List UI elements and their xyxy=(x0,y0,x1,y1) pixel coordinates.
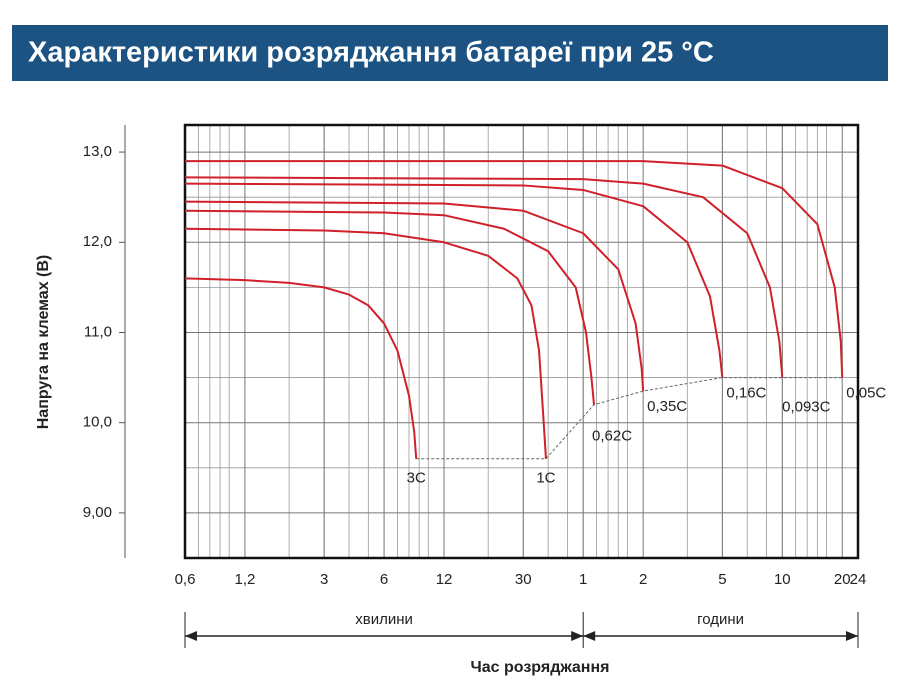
x-tick-label: 1 xyxy=(579,571,587,588)
series-label: 1C xyxy=(536,470,555,487)
series-label: 0,35C xyxy=(647,398,687,415)
x-tick-label: 0,6 xyxy=(175,571,196,588)
hours-label: години xyxy=(697,611,744,628)
minutes-label: хвилини xyxy=(355,611,413,628)
title-band xyxy=(12,25,888,81)
chart-title: Характеристики розряджання батареї при 2… xyxy=(28,37,714,69)
series-line xyxy=(184,277,418,459)
series-line xyxy=(184,200,645,392)
series-label: 0,62C xyxy=(592,428,632,445)
y-tick-label: 9,00 xyxy=(83,504,112,521)
series-line xyxy=(184,176,784,378)
x-axis-label: Час розряджання xyxy=(471,659,610,676)
x-tick-label: 24 xyxy=(850,571,867,588)
x-tick-label: 30 xyxy=(515,571,532,588)
series-line xyxy=(185,160,844,378)
arrow-head xyxy=(846,631,858,641)
series-label: 0,05C xyxy=(846,385,886,402)
series-label: 0,16C xyxy=(726,385,766,402)
arrow-head xyxy=(571,631,584,641)
end-voltage-line xyxy=(416,377,843,460)
series-line xyxy=(184,182,724,378)
x-tick-label: 6 xyxy=(380,571,388,588)
y-tick-label: 12,0 xyxy=(83,233,112,250)
series-line xyxy=(184,227,547,459)
series-label: 3C xyxy=(407,470,426,487)
x-tick-label: 5 xyxy=(718,571,726,588)
x-tick-label: 2 xyxy=(639,571,647,588)
arrow-head xyxy=(185,631,197,641)
x-tick-label: 1,2 xyxy=(235,571,256,588)
x-tick-label: 20 xyxy=(834,571,851,588)
y-tick-label: 11,0 xyxy=(84,323,112,340)
plot-frame xyxy=(183,123,860,560)
arrow-head xyxy=(583,631,596,641)
y-tick-label: 13,0 xyxy=(83,143,112,160)
series-label: 0,093C xyxy=(782,399,831,416)
y-tick-label: 10,0 xyxy=(83,414,112,431)
series-line xyxy=(184,209,596,405)
x-tick-label: 10 xyxy=(774,571,791,588)
x-tick-label: 3 xyxy=(320,571,328,588)
x-tick-label: 12 xyxy=(436,571,453,588)
y-axis-label: Напруга на клемах (В) xyxy=(35,255,52,430)
